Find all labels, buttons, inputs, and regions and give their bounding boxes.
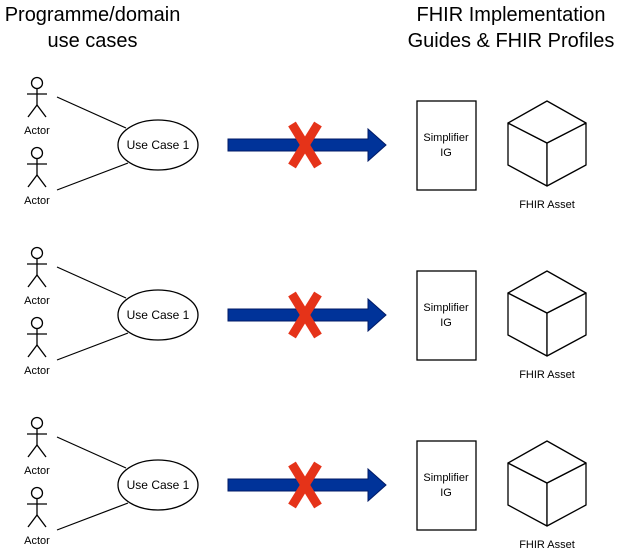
fhir-asset-label: FHIR Asset	[519, 369, 575, 381]
actor-bottom-connector	[56, 332, 129, 361]
cross-stroke-2	[288, 461, 322, 509]
right-heading-line-1: FHIR Implementation	[416, 4, 606, 26]
left-heading-line-1: Programme/domain	[4, 4, 181, 26]
use-case-ellipse	[117, 289, 199, 341]
actor-top-left-leg	[27, 104, 38, 118]
actor-bottom-right-leg	[36, 344, 47, 358]
actor-bottom-label: Actor	[24, 365, 50, 377]
cross-stroke-2	[288, 121, 322, 169]
fhir-asset-label: FHIR Asset	[519, 199, 575, 211]
cross-stroke-2	[288, 291, 322, 339]
simplifier-ig-box	[416, 440, 477, 531]
actor-bottom-left-leg	[27, 344, 38, 358]
actor-bottom-label: Actor	[24, 535, 50, 547]
right-heading-line-2: Guides & FHIR Profiles	[407, 30, 615, 52]
actor-top-label: Actor	[24, 295, 50, 307]
simplifier-ig-label-line-1: Simplifier	[423, 132, 469, 144]
actor-bottom-head	[30, 316, 44, 330]
diagram-row-2: Actor Actor Use Case 1 Simplifier IG FHIR Ass…	[24, 246, 587, 381]
actor-top-right-leg	[36, 444, 47, 458]
simplifier-ig-label-line-2: IG	[440, 317, 452, 329]
simplifier-ig-label-line-1: Simplifier	[423, 302, 469, 314]
left-heading-line-2: use cases	[47, 30, 138, 52]
actor-bottom-right-leg	[36, 514, 47, 528]
actor-top	[27, 246, 47, 288]
simplifier-ig-label-line-2: IG	[440, 147, 452, 159]
actor-top-connector	[56, 96, 127, 129]
diagram-row-3: Actor Actor Use Case 1 Simplifier IG FHIR Ass…	[24, 416, 587, 551]
actor-top-left-leg	[27, 444, 38, 458]
simplifier-ig-box	[416, 270, 477, 361]
left-heading: Programme/domain use cases	[0, 2, 185, 54]
actor-bottom-head	[30, 486, 44, 500]
use-case-ellipse	[117, 119, 199, 171]
fhir-asset-label: FHIR Asset	[519, 539, 575, 551]
use-case-label: Use Case 1	[127, 478, 190, 492]
use-case-label: Use Case 1	[127, 138, 190, 152]
use-case-label: Use Case 1	[127, 308, 190, 322]
actor-top-label: Actor	[24, 125, 50, 137]
actor-bottom	[27, 486, 47, 528]
actor-top-head	[30, 76, 44, 90]
actor-top-head	[30, 416, 44, 430]
cube-top-face	[507, 440, 587, 484]
simplifier-ig-label-line-1: Simplifier	[423, 472, 469, 484]
actor-bottom-connector	[56, 162, 129, 191]
actor-bottom	[27, 316, 47, 358]
simplifier-ig-label-line-2: IG	[440, 487, 452, 499]
actor-top-left-leg	[27, 274, 38, 288]
use-case-ellipse	[117, 459, 199, 511]
actor-top-right-leg	[36, 274, 47, 288]
right-heading: FHIR Implementation Guides & FHIR Profil…	[398, 2, 624, 54]
fhir-asset-cube	[507, 270, 587, 357]
actor-bottom-right-leg	[36, 174, 47, 188]
actor-bottom-head	[30, 146, 44, 160]
actor-bottom-connector	[56, 502, 129, 531]
actor-top-right-leg	[36, 104, 47, 118]
actor-top	[27, 416, 47, 458]
actor-bottom	[27, 146, 47, 188]
simplifier-ig-box	[416, 100, 477, 191]
fhir-asset-cube	[507, 440, 587, 527]
cube-top-face	[507, 270, 587, 314]
cube-top-face	[507, 100, 587, 144]
actor-top-label: Actor	[24, 465, 50, 477]
actor-top-connector	[56, 266, 127, 299]
fhir-asset-cube	[507, 100, 587, 187]
actor-bottom-left-leg	[27, 514, 38, 528]
actor-top-connector	[56, 436, 127, 469]
actor-bottom-label: Actor	[24, 195, 50, 207]
diagram-row-1: Actor Actor Use Case 1 Simplifier IG FHIR Ass…	[24, 76, 587, 211]
actor-top-head	[30, 246, 44, 260]
actor-top	[27, 76, 47, 118]
actor-bottom-left-leg	[27, 174, 38, 188]
